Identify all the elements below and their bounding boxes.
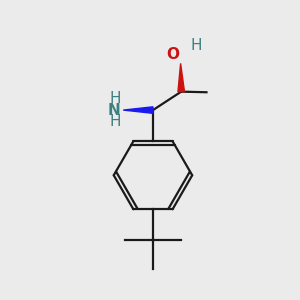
- Polygon shape: [123, 107, 153, 113]
- Text: O: O: [166, 47, 179, 62]
- Text: H: H: [110, 115, 121, 130]
- Text: H: H: [110, 91, 121, 106]
- Text: H: H: [190, 38, 202, 53]
- Text: N: N: [108, 103, 121, 118]
- Polygon shape: [178, 63, 184, 92]
